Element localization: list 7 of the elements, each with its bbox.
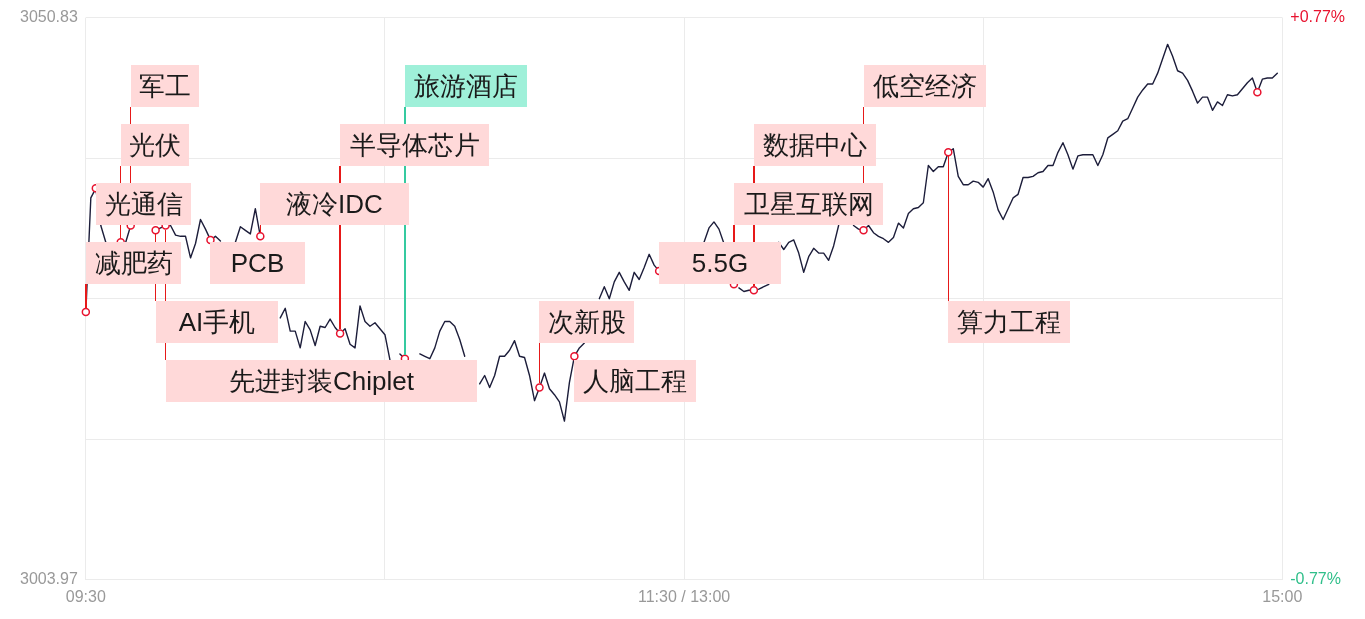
y2-tick-label: +0.77% xyxy=(1290,8,1346,26)
x-tick-label: 09:30 xyxy=(65,587,106,605)
y-tick-label: 3050.83 xyxy=(19,8,78,26)
y2-tick-label: -0.77% xyxy=(1290,570,1341,588)
y-tick-label: 3003.97 xyxy=(19,570,78,588)
x-tick-label: 11:30 / 13:00 xyxy=(637,587,731,605)
x-tick-label: 15:00 xyxy=(1262,587,1303,605)
